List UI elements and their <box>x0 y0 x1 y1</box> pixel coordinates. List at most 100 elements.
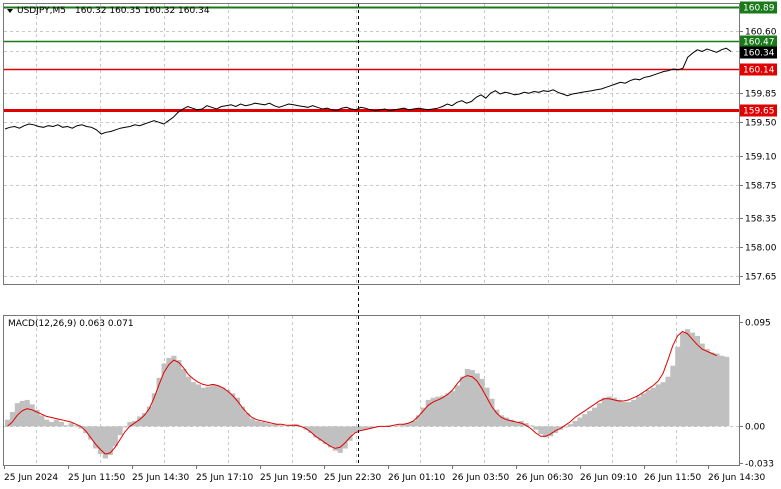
level-tag <box>740 1 777 14</box>
price-tick-label: 159.10 <box>745 153 777 163</box>
macd-bar <box>367 426 373 429</box>
macd-bar <box>479 378 485 427</box>
macd-bar <box>68 423 74 427</box>
macd-bar <box>142 413 148 427</box>
macd-tick-label: -0.033 <box>745 460 774 470</box>
time-tick-label: 26 Jun 09:10 <box>580 473 637 483</box>
macd-bar <box>685 329 691 427</box>
macd-bar <box>572 420 578 427</box>
time-tick-label: 25 Jun 2024 <box>4 473 58 483</box>
macd-bar <box>709 352 715 427</box>
macd-bar <box>508 419 515 427</box>
signal-line <box>7 330 718 455</box>
macd-bar <box>577 417 583 427</box>
macd-bar <box>127 422 133 427</box>
level-tag-label: 159.65 <box>743 107 775 117</box>
macd-bar <box>631 399 637 427</box>
macd-bar <box>362 426 368 430</box>
macd-bar <box>606 396 612 427</box>
time-tick-label: 26 Jun 06:30 <box>516 473 573 483</box>
macd-bar <box>567 424 573 427</box>
macd-bar <box>323 426 329 445</box>
macd-bar <box>215 385 221 427</box>
macd-bar <box>592 407 598 427</box>
macd-bar <box>53 419 60 427</box>
macd-bar <box>186 376 192 427</box>
level-tag-label: 160.89 <box>743 4 775 14</box>
macd-bar <box>650 387 656 427</box>
macd-bar <box>24 399 30 427</box>
macd-bar <box>694 335 700 427</box>
macd-bar <box>665 376 671 427</box>
macd-bar <box>636 396 642 427</box>
macd-bar <box>327 426 334 448</box>
macd-bar <box>332 426 338 451</box>
macd-bar <box>469 370 475 427</box>
macd-bar <box>499 415 505 427</box>
macd-bar <box>249 418 255 427</box>
macd-bar <box>230 393 236 427</box>
macd-bar <box>523 423 529 427</box>
macd-bar <box>239 406 245 427</box>
macd-bar <box>513 422 519 427</box>
macd-bar <box>58 422 64 427</box>
macd-bar <box>97 426 104 454</box>
macd-histogram <box>5 329 730 459</box>
time-tick-label: 26 Jun 14:30 <box>708 473 765 483</box>
current-price-tag <box>740 46 777 59</box>
macd-bar <box>117 426 123 436</box>
macd-bar <box>181 369 187 427</box>
time-tick-label: 25 Jun 19:50 <box>260 473 317 483</box>
time-tick-label: 25 Jun 14:30 <box>132 473 189 483</box>
macd-signal <box>7 330 718 455</box>
macd-bar <box>49 422 55 427</box>
macd-bar <box>244 413 250 427</box>
macd-bar <box>303 426 309 430</box>
macd-bar <box>313 426 319 438</box>
symbol-label: USDJPY,M5 <box>17 6 66 16</box>
macd-bar <box>9 412 16 427</box>
macd-bar <box>533 426 539 430</box>
macd-bar <box>464 369 470 427</box>
macd-bar <box>596 403 603 427</box>
time-tick-label: 26 Jun 01:10 <box>388 473 445 483</box>
macd-bar <box>44 419 50 427</box>
macd-bar <box>587 410 593 427</box>
macd-bar <box>171 355 177 427</box>
macd-bar <box>29 404 35 427</box>
macd-bar <box>724 356 730 427</box>
price-panel-frame <box>3 3 740 285</box>
level-tag-label: 160.47 <box>743 38 775 48</box>
macd-bar <box>34 409 40 427</box>
macd-bar <box>552 426 559 433</box>
macd-bar <box>156 377 162 427</box>
macd-bar <box>205 386 211 427</box>
time-tick-label: 26 Jun 03:50 <box>452 473 509 483</box>
macd-bar <box>352 426 358 433</box>
macd-bar <box>440 395 446 427</box>
macd-bar <box>719 355 725 427</box>
macd-bar <box>704 349 710 427</box>
macd-bar <box>411 420 417 427</box>
macd-bar <box>107 426 113 456</box>
macd-bar <box>137 416 143 427</box>
macd-bar <box>528 425 534 427</box>
macd-bar <box>420 407 426 427</box>
macd-bar <box>102 426 108 459</box>
macd-bar <box>78 426 84 429</box>
macd-bar <box>210 384 216 427</box>
macd-bar <box>640 393 647 427</box>
macd-bar <box>39 415 45 427</box>
macd-axis: 0.095 0.00 -0.033 <box>739 319 774 470</box>
macd-panel-frame <box>3 315 740 466</box>
macd-bar <box>234 397 241 427</box>
macd-bar <box>425 399 431 427</box>
price-series <box>4 47 732 135</box>
macd-bar <box>445 393 451 427</box>
macd-bar <box>538 426 544 435</box>
dropdown-triangle-icon[interactable] <box>7 9 13 13</box>
ohlc-label: 160.32 160.35 160.32 160.34 <box>75 6 210 16</box>
macd-bar <box>337 426 343 453</box>
macd-bar <box>88 426 94 440</box>
macd-bar <box>146 406 153 427</box>
